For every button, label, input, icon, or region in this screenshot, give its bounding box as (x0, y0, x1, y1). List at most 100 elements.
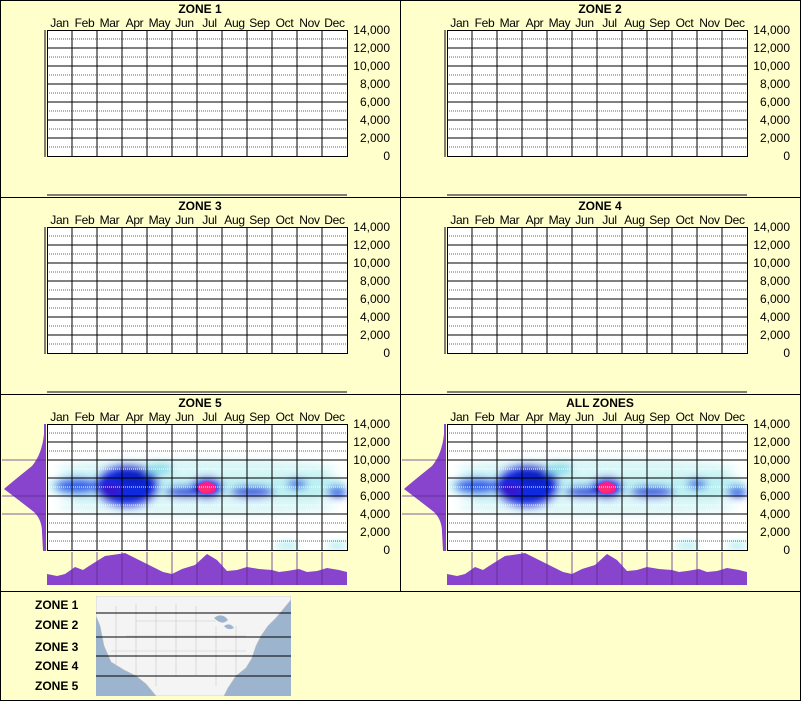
y-tick-label: 2,000 (759, 328, 790, 342)
month-label: Jun (575, 16, 594, 30)
month-label: Sep (649, 16, 670, 30)
month-label: Mar (99, 213, 120, 227)
y-tick-label: 10,000 (353, 59, 390, 73)
y-tick-label: 2,000 (359, 525, 390, 539)
month-label: Jan (50, 410, 69, 424)
y-tick-label: 6,000 (359, 292, 390, 306)
month-label: Sep (249, 410, 270, 424)
month-profile-baseline (447, 391, 747, 393)
month-label: Sep (249, 16, 270, 30)
chart-panel: ZONE 5 Jan Feb Mar Apr May Jun Jul Aug Sep Oct Nov D… (0, 394, 400, 591)
month-label: Jan (450, 16, 469, 30)
month-label: May (148, 16, 171, 30)
month-label: Dec (324, 410, 345, 424)
month-label: Apr (125, 410, 144, 424)
month-label: Dec (324, 16, 345, 30)
y-tick-label: 4,000 (359, 113, 390, 127)
y-tick-label: 0 (383, 346, 390, 360)
month-label: Apr (125, 16, 144, 30)
y-tick-label: 14,000 (353, 23, 390, 37)
month-label: Sep (249, 213, 270, 227)
month-label: Feb (74, 410, 95, 424)
month-label: Dec (724, 410, 745, 424)
zone-label: ZONE 3 (35, 640, 79, 654)
month-label: Oct (675, 213, 694, 227)
month-label: Jun (175, 410, 194, 424)
y-tick-label: 4,000 (759, 113, 790, 127)
chart-panel: ZONE 3 Jan Feb Mar Apr May Jun Jul Aug Sep Oct Nov D… (0, 197, 400, 394)
month-label: Nov (699, 410, 720, 424)
month-axis: Jan Feb Mar Apr May Jun Jul Aug Sep Oct Nov Dec (47, 16, 347, 30)
y-tick-label: 12,000 (753, 41, 790, 55)
elevation-axis-bar (44, 30, 46, 157)
elevation-axis-bar (444, 227, 446, 354)
month-label: Apr (525, 16, 544, 30)
y-tick-label: 8,000 (759, 471, 790, 485)
panel-title: ZONE 2 (578, 2, 622, 16)
month-label: Aug (624, 16, 645, 30)
month-profile-baseline (447, 194, 747, 196)
month-label: Aug (224, 410, 245, 424)
month-label: Jan (50, 16, 69, 30)
heatmap-grid (47, 227, 348, 354)
month-label: Nov (299, 213, 320, 227)
month-label: Aug (224, 213, 245, 227)
y-tick-label: 10,000 (753, 256, 790, 270)
month-label: May (548, 213, 571, 227)
month-axis: Jan Feb Mar Apr May Jun Jul Aug Sep Oct Nov Dec (447, 410, 747, 424)
y-tick-label: 8,000 (359, 77, 390, 91)
month-label: Feb (74, 16, 95, 30)
month-label: Jul (202, 213, 217, 227)
month-label: Jan (450, 410, 469, 424)
panel-title: ZONE 3 (178, 199, 222, 213)
month-label: Nov (699, 16, 720, 30)
y-tick-label: 14,000 (353, 417, 390, 431)
y-tick-label: 6,000 (759, 292, 790, 306)
month-label: Aug (624, 410, 645, 424)
y-tick-label: 0 (783, 149, 790, 163)
month-label: Oct (275, 410, 294, 424)
y-tick-label: 6,000 (759, 95, 790, 109)
row-divider (0, 591, 801, 592)
month-profile-baseline (47, 391, 347, 393)
month-label: Jun (175, 16, 194, 30)
month-axis: Jan Feb Mar Apr May Jun Jul Aug Sep Oct Nov Dec (447, 16, 747, 30)
month-label: Feb (474, 410, 495, 424)
month-label: Nov (699, 213, 720, 227)
panel-title: ALL ZONES (566, 396, 634, 410)
month-label: May (148, 213, 171, 227)
heatmap-grid (47, 424, 348, 551)
zone-map (96, 596, 291, 696)
panel-title: ZONE 4 (578, 199, 622, 213)
zone-label: ZONE 1 (35, 598, 79, 612)
month-label: May (148, 410, 171, 424)
chart-panel: ZONE 1 Jan Feb Mar Apr May Jun Jul Aug Sep Oct Nov D… (0, 0, 400, 197)
chart-panel: ZONE 4 Jan Feb Mar Apr May Jun Jul Aug Sep Oct Nov D… (400, 197, 800, 394)
zone-label: ZONE 4 (35, 659, 79, 673)
month-label: Nov (299, 410, 320, 424)
y-tick-label: 10,000 (753, 453, 790, 467)
month-label: Jun (575, 410, 594, 424)
month-axis: Jan Feb Mar Apr May Jun Jul Aug Sep Oct Nov Dec (47, 213, 347, 227)
y-tick-label: 2,000 (759, 131, 790, 145)
month-profile (47, 552, 347, 585)
y-tick-label: 8,000 (359, 471, 390, 485)
heatmap-grid (447, 424, 748, 551)
row-divider (0, 394, 801, 395)
y-tick-label: 14,000 (753, 23, 790, 37)
month-label: Mar (499, 213, 520, 227)
elevation-profile (402, 424, 446, 551)
y-tick-label: 10,000 (753, 59, 790, 73)
y-tick-label: 2,000 (359, 131, 390, 145)
month-label: Oct (675, 410, 694, 424)
y-tick-label: 8,000 (759, 274, 790, 288)
month-label: May (548, 16, 571, 30)
month-label: May (548, 410, 571, 424)
month-label: Mar (499, 410, 520, 424)
month-label: Apr (525, 213, 544, 227)
month-label: Apr (525, 410, 544, 424)
y-tick-label: 14,000 (353, 220, 390, 234)
y-tick-label: 2,000 (359, 328, 390, 342)
y-tick-label: 0 (383, 543, 390, 557)
month-label: Apr (125, 213, 144, 227)
